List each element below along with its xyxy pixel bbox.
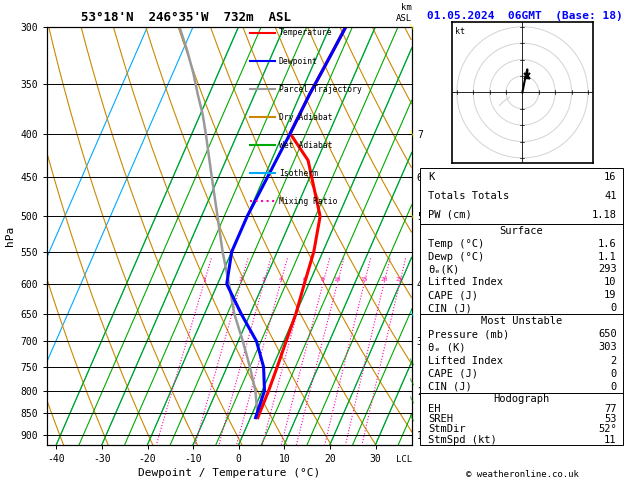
Text: Dewp (°C): Dewp (°C) [428, 252, 484, 261]
Text: 01.05.2024  06GMT  (Base: 18): 01.05.2024 06GMT (Base: 18) [427, 11, 623, 21]
Y-axis label: Mixing Ratio (g/kg): Mixing Ratio (g/kg) [428, 180, 438, 292]
Text: CIN (J): CIN (J) [428, 382, 472, 392]
Text: /: / [409, 212, 418, 221]
Text: 16: 16 [604, 172, 616, 182]
Text: 1.18: 1.18 [592, 210, 616, 220]
Text: θₑ (K): θₑ (K) [428, 342, 465, 352]
Text: EH: EH [428, 404, 441, 414]
Text: Surface: Surface [499, 226, 543, 236]
Text: Pressure (mb): Pressure (mb) [428, 329, 509, 339]
Text: 20: 20 [380, 277, 387, 282]
Text: 6: 6 [303, 277, 307, 282]
Bar [420, 394, 623, 445]
Text: Mixing Ratio: Mixing Ratio [279, 196, 337, 206]
Text: 53: 53 [604, 414, 616, 424]
Text: Temperature: Temperature [279, 29, 333, 37]
Text: 303: 303 [598, 342, 616, 352]
Text: 19: 19 [604, 290, 616, 300]
Text: 0: 0 [610, 303, 616, 313]
Text: /: / [409, 129, 418, 138]
Text: /: / [409, 377, 418, 385]
Text: PW (cm): PW (cm) [428, 210, 472, 220]
Text: SREH: SREH [428, 414, 454, 424]
Text: 2: 2 [239, 277, 243, 282]
Text: 11: 11 [604, 434, 616, 445]
Text: Most Unstable: Most Unstable [481, 316, 562, 326]
Text: 0: 0 [610, 369, 616, 379]
Text: 10: 10 [604, 278, 616, 287]
Text: /: / [409, 22, 418, 31]
Text: 293: 293 [598, 264, 616, 275]
Text: CAPE (J): CAPE (J) [428, 290, 478, 300]
Text: Lifted Index: Lifted Index [428, 278, 503, 287]
Text: Temp (°C): Temp (°C) [428, 239, 484, 249]
Text: 10: 10 [333, 277, 341, 282]
Title: 53°18'N  246°35'W  732m  ASL: 53°18'N 246°35'W 732m ASL [81, 11, 291, 24]
Text: 25: 25 [396, 277, 403, 282]
Text: Hodograph: Hodograph [493, 394, 550, 403]
Text: LCL: LCL [396, 455, 412, 464]
Text: Totals Totals: Totals Totals [428, 191, 509, 201]
Text: 650: 650 [598, 329, 616, 339]
Text: Wet Adiabat: Wet Adiabat [279, 140, 333, 150]
Text: 3: 3 [262, 277, 265, 282]
Text: kt: kt [455, 27, 465, 36]
Text: Parcel Trajectory: Parcel Trajectory [279, 85, 362, 93]
Text: 1.1: 1.1 [598, 252, 616, 261]
Text: 8: 8 [321, 277, 325, 282]
Text: Lifted Index: Lifted Index [428, 356, 503, 365]
Text: 15: 15 [360, 277, 368, 282]
Bar [420, 225, 623, 314]
Text: 4: 4 [279, 277, 282, 282]
Text: K: K [428, 172, 435, 182]
Bar [420, 168, 623, 225]
Text: 41: 41 [604, 191, 616, 201]
Text: 77: 77 [604, 404, 616, 414]
Text: 1: 1 [202, 277, 206, 282]
Text: © weatheronline.co.uk: © weatheronline.co.uk [465, 469, 579, 479]
Text: Dry Adiabat: Dry Adiabat [279, 113, 333, 122]
Text: 52°: 52° [598, 424, 616, 434]
Text: Dewpoint: Dewpoint [279, 56, 318, 66]
Text: 2: 2 [610, 356, 616, 365]
Y-axis label: hPa: hPa [5, 226, 15, 246]
Text: /: / [409, 414, 418, 422]
Text: /: / [409, 310, 418, 318]
Text: θₑ(K): θₑ(K) [428, 264, 460, 275]
Text: 1.6: 1.6 [598, 239, 616, 249]
Text: 0: 0 [610, 382, 616, 392]
Text: /: / [409, 396, 418, 404]
Text: km
ASL: km ASL [396, 3, 412, 22]
Text: StmDir: StmDir [428, 424, 465, 434]
Text: CAPE (J): CAPE (J) [428, 369, 478, 379]
Text: StmSpd (kt): StmSpd (kt) [428, 434, 497, 445]
Text: Isotherm: Isotherm [279, 169, 318, 177]
X-axis label: Dewpoint / Temperature (°C): Dewpoint / Temperature (°C) [138, 468, 321, 478]
Text: CIN (J): CIN (J) [428, 303, 472, 313]
Bar [420, 314, 623, 394]
Text: /: / [409, 358, 418, 366]
